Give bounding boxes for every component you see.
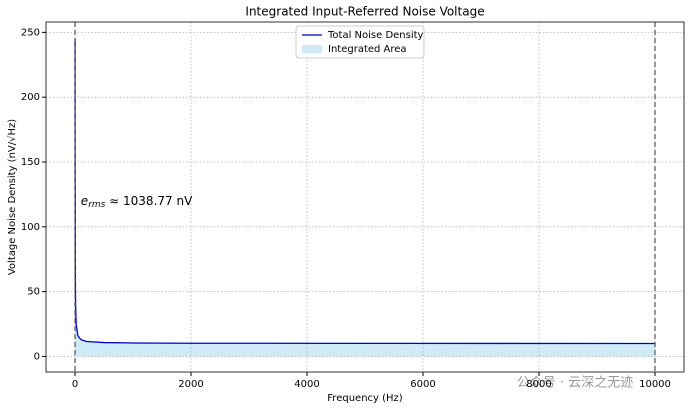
x-tick-label: 6000 <box>410 379 435 390</box>
y-tick-label: 250 <box>21 27 40 38</box>
annotation: erms ≈ 1038.77 nV <box>81 193 193 209</box>
x-tick-label: 0 <box>72 379 78 390</box>
x-tick-label: 2000 <box>178 379 203 390</box>
chart-title: Integrated Input-Referred Noise Voltage <box>245 5 484 19</box>
x-axis-label: Frequency (Hz) <box>327 393 403 404</box>
x-tick-label: 4000 <box>294 379 319 390</box>
legend-box <box>295 25 425 59</box>
line <box>74 38 656 345</box>
watermark: 公众号 · 云深之无迹 <box>517 376 633 391</box>
x-tick-label: 8000 <box>526 379 551 390</box>
y-tick-label: 150 <box>21 157 40 168</box>
plot-frame <box>45 21 685 373</box>
x-tick-label: 10000 <box>639 379 671 390</box>
annotation-symbol: e <box>81 193 88 207</box>
y-tick-label: 200 <box>21 92 40 103</box>
y-tick-label: 100 <box>21 222 40 233</box>
annotation-text: ≈ 1038.77 nV <box>105 193 193 207</box>
y-tick-label: 0 <box>34 351 40 362</box>
annotation-subscript: rms <box>88 199 105 209</box>
legend-label: Total Noise Density <box>327 30 424 41</box>
y-axis-label: Voltage Noise Density (nV/√Hz) <box>7 119 18 275</box>
y-tick-label: 50 <box>27 287 40 298</box>
legend-swatch <box>302 45 322 53</box>
legend-label: Integrated Area <box>328 44 407 55</box>
